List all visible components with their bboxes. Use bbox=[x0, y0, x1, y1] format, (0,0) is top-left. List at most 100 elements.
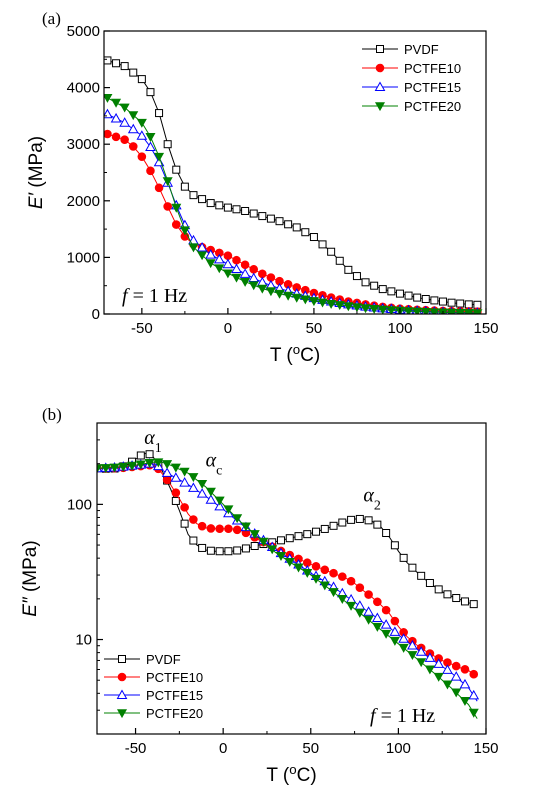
data-point bbox=[145, 141, 156, 152]
data-point bbox=[463, 309, 474, 314]
legend-marker bbox=[118, 655, 126, 663]
legend-label: PCTFE20 bbox=[404, 99, 461, 114]
data-point bbox=[389, 636, 400, 646]
data-point bbox=[215, 201, 224, 210]
data-point bbox=[275, 552, 286, 561]
data-point bbox=[318, 240, 327, 249]
data-point bbox=[468, 689, 480, 700]
data-point bbox=[239, 268, 251, 278]
data-point bbox=[127, 123, 139, 134]
data-point bbox=[171, 203, 182, 213]
data-point bbox=[180, 503, 189, 512]
data-point bbox=[320, 565, 330, 575]
data-point bbox=[171, 488, 181, 498]
data-point bbox=[302, 568, 313, 578]
data-point bbox=[206, 524, 216, 533]
legend-label: PVDF bbox=[404, 42, 439, 57]
data-point bbox=[240, 522, 251, 532]
frequency-annotation: f = 1 Hz bbox=[122, 285, 187, 307]
series-line-pvdf bbox=[97, 452, 478, 606]
data-point bbox=[370, 281, 379, 290]
data-point bbox=[153, 458, 164, 468]
data-point bbox=[119, 103, 130, 113]
x-tick-label: 150 bbox=[473, 320, 498, 337]
x-tick-label: 0 bbox=[224, 320, 232, 337]
data-point bbox=[232, 255, 241, 265]
data-point bbox=[162, 177, 173, 187]
legend-item: PCTFE10 bbox=[104, 670, 203, 685]
legend-marker bbox=[116, 709, 128, 719]
data-point bbox=[364, 516, 373, 525]
data-point bbox=[248, 272, 260, 283]
data-point bbox=[361, 278, 370, 287]
data-point bbox=[291, 293, 302, 303]
data-point bbox=[292, 223, 301, 232]
x-tick-label: 50 bbox=[306, 320, 323, 337]
data-point bbox=[380, 619, 392, 629]
data-point bbox=[329, 521, 338, 530]
series-pctfe20 bbox=[97, 458, 479, 719]
data-point bbox=[347, 515, 356, 524]
data-point bbox=[293, 563, 304, 573]
data-point bbox=[104, 129, 112, 139]
data-point bbox=[309, 233, 318, 242]
data-point bbox=[215, 524, 224, 534]
series-pvdf bbox=[104, 56, 482, 309]
legend-label: PCTFE15 bbox=[146, 688, 203, 703]
data-point bbox=[433, 658, 445, 668]
legend-marker bbox=[117, 672, 127, 682]
data-point bbox=[346, 601, 357, 611]
legend-marker bbox=[116, 689, 128, 699]
data-point bbox=[248, 281, 259, 291]
legend-item: PCTFE20 bbox=[104, 706, 203, 721]
data-point bbox=[345, 593, 357, 604]
y-tick-label: 3000 bbox=[67, 136, 100, 153]
data-point bbox=[311, 562, 321, 571]
data-point bbox=[172, 165, 181, 174]
x-axis-label: T (oC) bbox=[270, 342, 320, 367]
legend: PVDF PCTFE10 PCTFE15 PCTFE20 bbox=[104, 652, 203, 721]
data-point bbox=[416, 658, 427, 668]
legend-item: PCTFE10 bbox=[362, 61, 461, 76]
data-point bbox=[346, 576, 356, 586]
data-point bbox=[344, 265, 353, 274]
data-point bbox=[364, 590, 373, 599]
series-pctfe10 bbox=[97, 460, 479, 679]
data-point bbox=[378, 285, 387, 294]
data-point bbox=[258, 537, 269, 547]
data-point bbox=[162, 460, 173, 470]
data-point bbox=[412, 307, 423, 314]
data-point bbox=[363, 606, 374, 616]
legend-label: PCTFE15 bbox=[404, 80, 461, 95]
data-point bbox=[327, 247, 336, 256]
data-point bbox=[223, 505, 234, 515]
y-tick-label: 1000 bbox=[67, 249, 100, 266]
data-point bbox=[258, 269, 267, 279]
data-point bbox=[301, 228, 310, 237]
data-point bbox=[319, 581, 330, 591]
data-point bbox=[308, 297, 319, 307]
data-point bbox=[450, 671, 462, 681]
data-point bbox=[249, 264, 259, 274]
data-point bbox=[222, 258, 234, 269]
data-point bbox=[205, 487, 216, 497]
data-point bbox=[473, 300, 482, 309]
data-point bbox=[196, 241, 208, 252]
data-point bbox=[381, 629, 392, 639]
data-point bbox=[363, 615, 374, 625]
frequency-annotation: f = 1 Hz bbox=[370, 705, 435, 727]
data-point bbox=[232, 205, 241, 214]
panel-label: (a) bbox=[42, 9, 61, 28]
data-point bbox=[171, 220, 181, 229]
data-point bbox=[179, 226, 190, 236]
data-point bbox=[258, 212, 267, 221]
data-point bbox=[170, 463, 181, 473]
data-point bbox=[136, 130, 148, 140]
data-point bbox=[337, 595, 348, 604]
data-point bbox=[300, 295, 311, 305]
data-point bbox=[135, 460, 146, 470]
data-point bbox=[283, 291, 294, 301]
data-point bbox=[119, 117, 131, 127]
data-point bbox=[118, 462, 129, 472]
data-point bbox=[424, 665, 435, 675]
